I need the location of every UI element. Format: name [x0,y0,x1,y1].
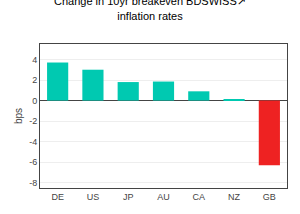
svg-text:JP: JP [123,192,134,202]
svg-text:-8: -8 [29,178,37,188]
svg-text:Change in 10yr breakeven BDSWI: Change in 10yr breakeven BDSWISS↗inflati… [54,0,246,22]
svg-text:2: 2 [32,75,37,85]
svg-text:bps: bps [13,108,24,124]
svg-text:-6: -6 [29,157,37,167]
svg-text:CA: CA [193,192,206,202]
svg-text:NZ: NZ [228,192,240,202]
svg-text:0: 0 [32,96,37,106]
svg-text:US: US [87,192,100,202]
svg-text:AU: AU [157,192,170,202]
svg-text:4: 4 [32,55,37,65]
svg-text:-4: -4 [29,137,37,147]
svg-text:-2: -2 [29,116,37,126]
svg-text:DE: DE [51,192,64,202]
svg-text:GB: GB [263,192,276,202]
